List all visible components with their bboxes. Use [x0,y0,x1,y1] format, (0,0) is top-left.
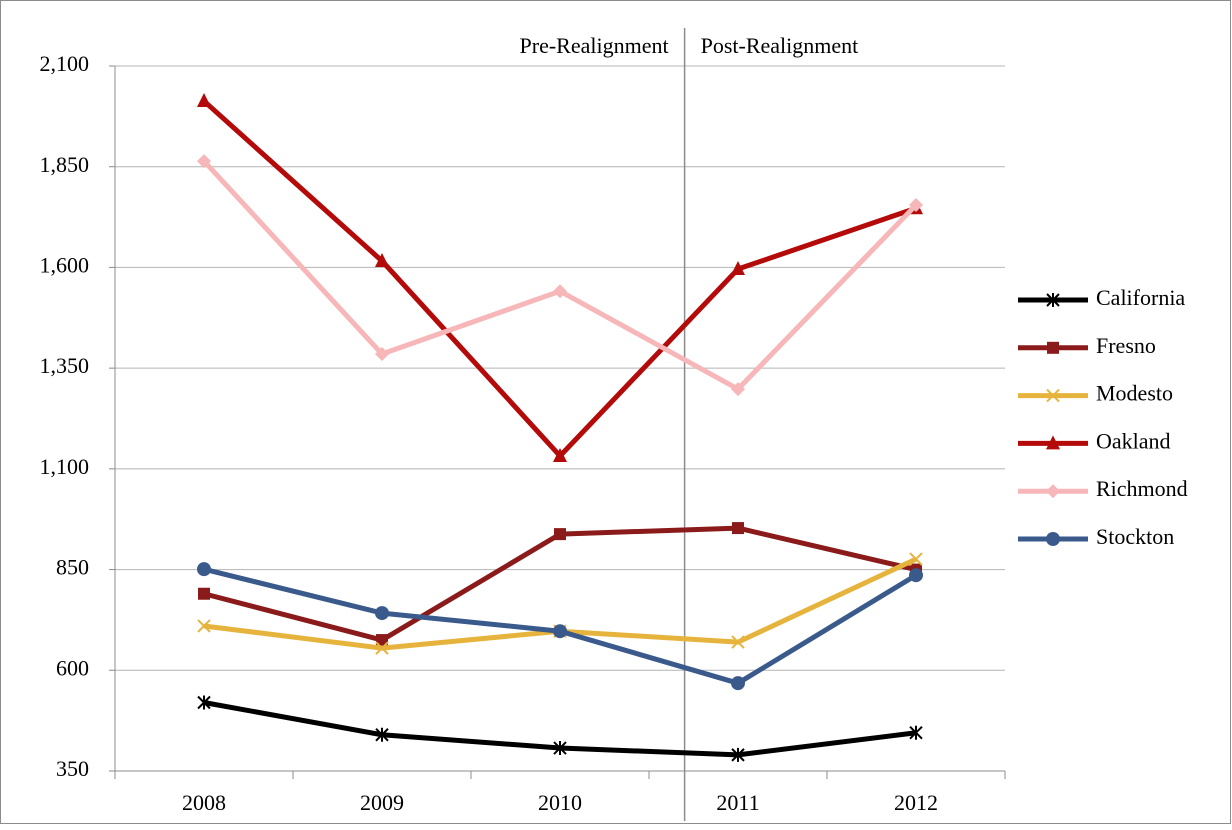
y-tick-label: 1,100 [40,454,90,479]
marker-shape [1046,388,1060,403]
annotation: Post-Realignment [701,33,859,58]
marker [553,624,567,639]
marker-shape [909,568,923,583]
marker-shape [197,619,211,633]
y-tick-label: 1,850 [40,152,90,177]
marker [553,447,567,462]
marker [731,676,745,691]
marker-shape [375,727,389,742]
legend-label: Modesto [1096,381,1173,406]
marker-shape [1046,435,1060,450]
marker [198,587,210,600]
marker [1046,293,1060,307]
marker [1046,484,1060,499]
marker-shape [553,624,567,639]
marker-shape [731,635,745,649]
marker [731,747,745,762]
marker-shape [375,641,389,655]
marker-shape [909,552,923,566]
marker-shape [909,725,923,740]
marker [553,284,567,299]
y-tick-label: 1,600 [40,252,90,277]
marker [197,154,211,169]
marker [375,641,389,655]
marker-shape [1046,293,1060,307]
marker-shape [731,382,745,397]
marker-shape [554,528,566,541]
marker-shape [197,695,211,710]
marker-shape [197,93,211,108]
x-tick-label: 2011 [716,790,759,815]
marker [376,634,388,647]
marker [375,606,389,621]
marker [375,727,389,742]
marker [553,741,567,756]
x-tick-label: 2010 [538,790,582,815]
y-tick-label: 600 [56,655,89,680]
marker-shape [731,261,745,276]
marker [909,725,923,740]
marker-shape [909,197,923,212]
marker-shape [1046,484,1060,499]
y-tick-label: 350 [56,756,89,781]
marker [1046,435,1060,450]
marker [1046,388,1060,403]
marker [554,528,566,541]
marker [909,197,923,212]
y-tick-label: 2,100 [40,51,90,76]
y-tick-label: 850 [56,555,89,580]
marker [909,568,923,583]
marker-shape [553,447,567,462]
marker-shape [376,634,388,647]
marker-shape [375,606,389,621]
x-tick-label: 2012 [894,790,938,815]
legend-label: Fresno [1096,333,1156,358]
y-tick-label: 1,350 [40,353,90,378]
marker-shape [1047,341,1059,354]
marker [197,619,211,633]
marker-shape [731,747,745,762]
marker-shape [375,347,389,362]
legend-label: Richmond [1096,476,1188,501]
marker [731,382,745,397]
marker [197,562,211,577]
x-tick-label: 2009 [360,790,404,815]
annotation: Pre-Realignment [520,33,669,58]
marker-shape [197,154,211,169]
marker [732,522,744,535]
marker [375,347,389,362]
marker [1047,341,1059,354]
marker [375,252,389,267]
marker [731,261,745,276]
marker-shape [197,562,211,577]
x-tick-label: 2008 [182,790,226,815]
marker-shape [1046,532,1060,546]
marker-shape [553,741,567,756]
marker [197,93,211,108]
legend-label: Stockton [1096,524,1174,549]
marker-shape [553,284,567,299]
legend-label: California [1096,285,1185,310]
legend-label: Oakland [1096,428,1171,453]
marker [197,695,211,710]
marker-shape [198,587,210,600]
marker [731,635,745,649]
marker-shape [732,522,744,535]
marker-shape [375,252,389,267]
marker-shape [731,676,745,691]
marker [909,552,923,566]
marker [1046,532,1060,546]
